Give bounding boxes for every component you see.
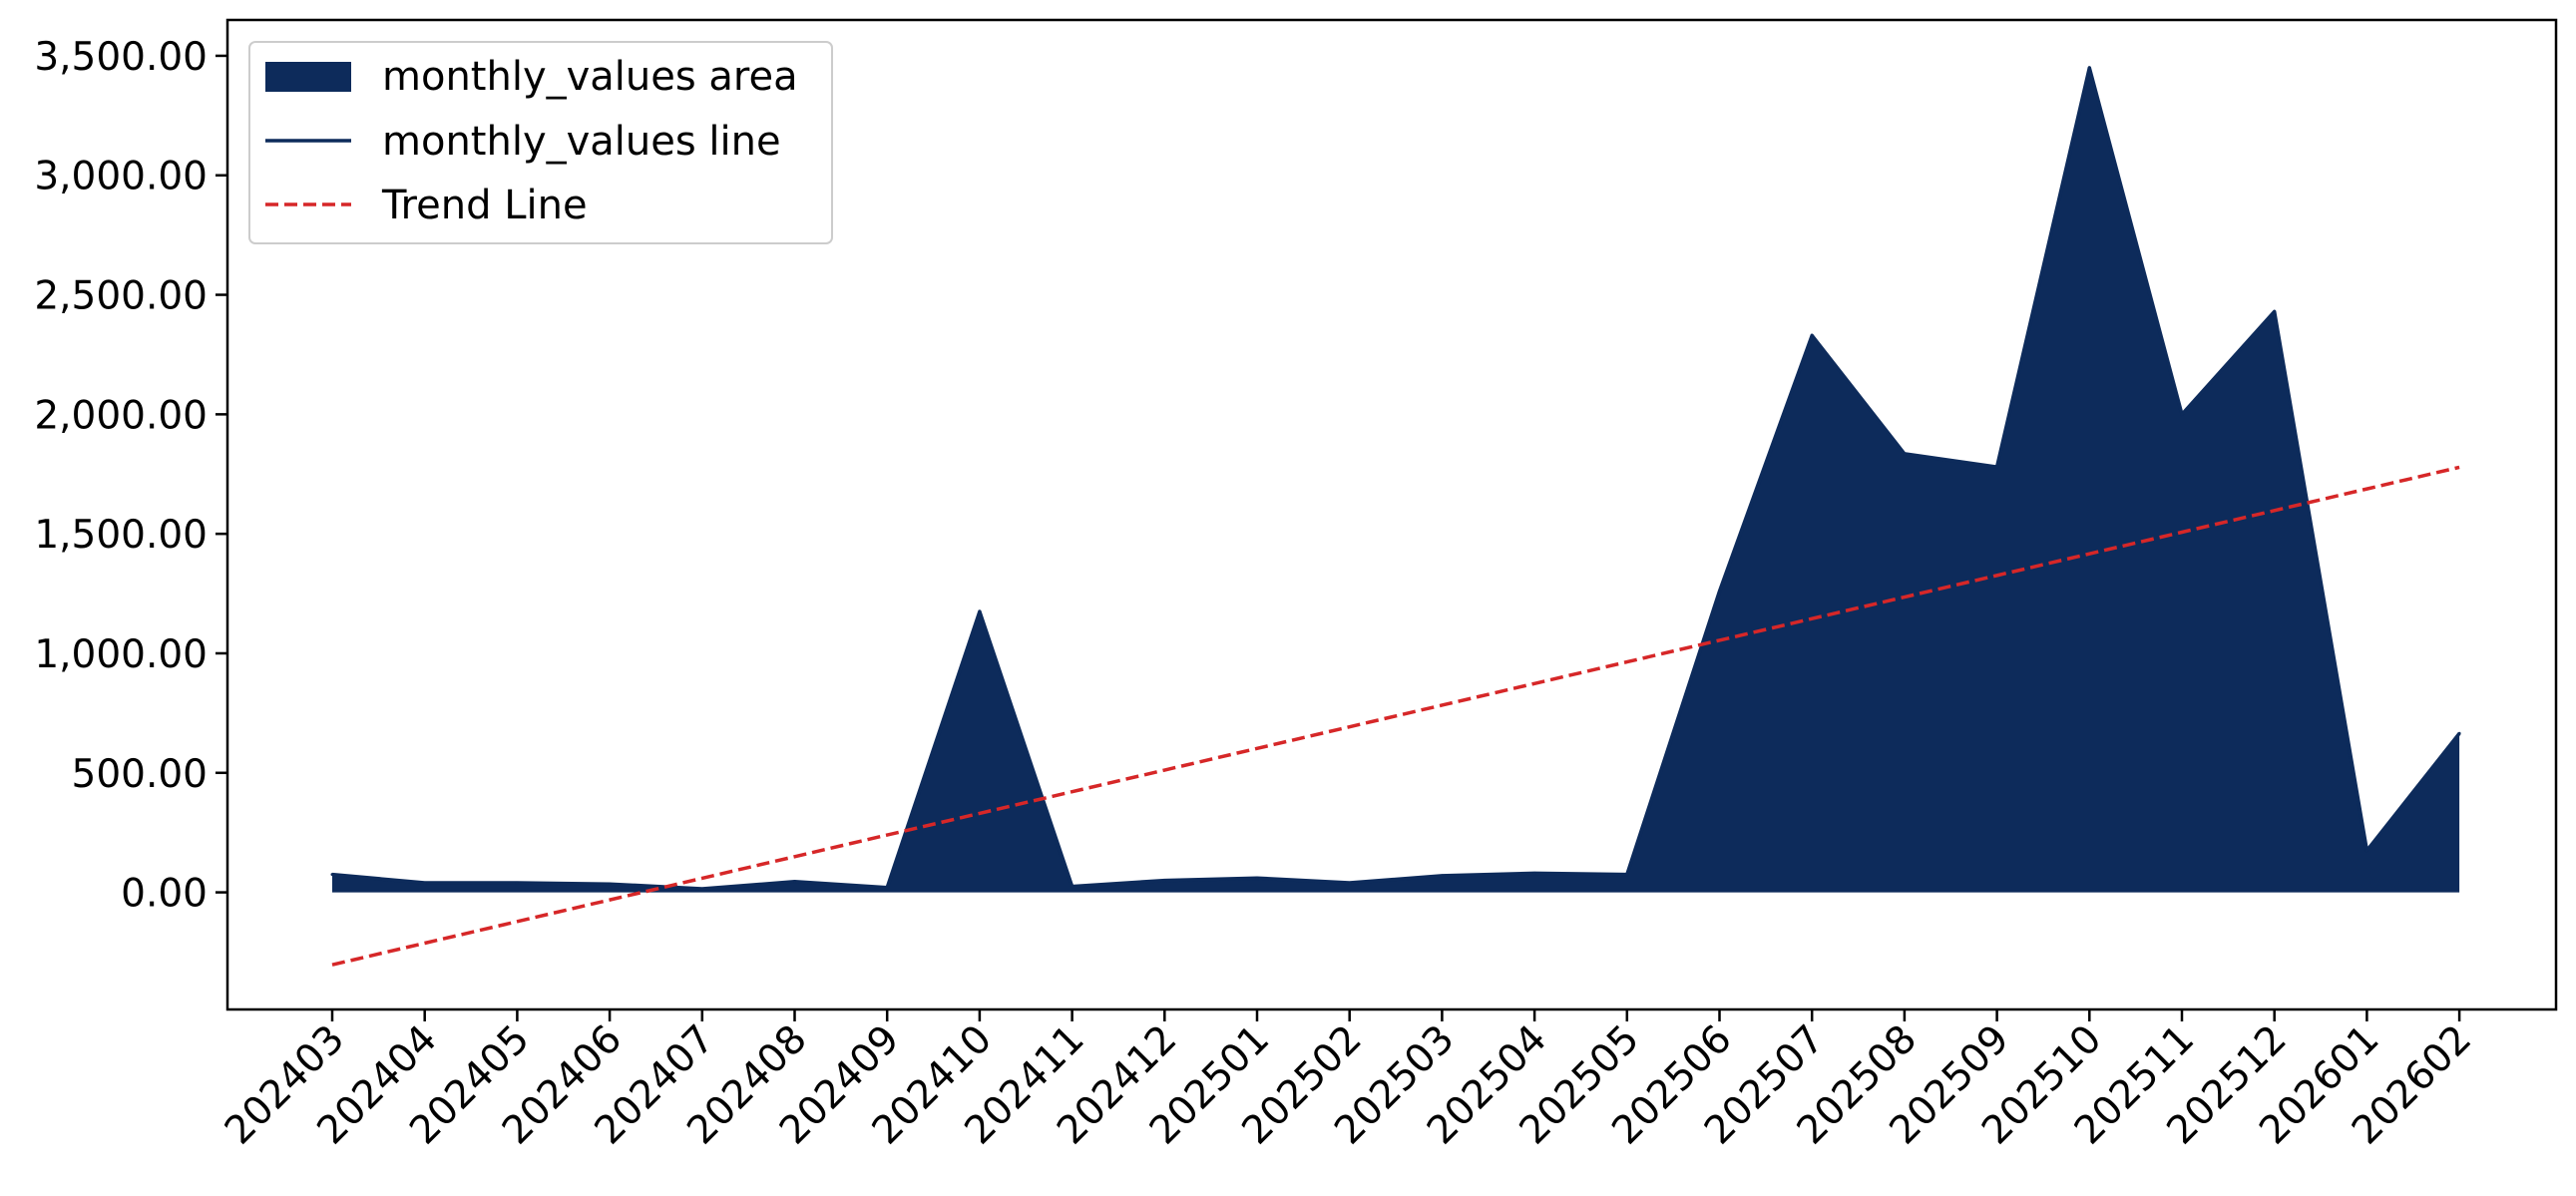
data-point [1162, 879, 1166, 883]
trend-line [331, 465, 2460, 967]
trend-series [331, 465, 2460, 967]
data-point [1810, 333, 1814, 337]
data-point [885, 886, 889, 890]
data-point [1348, 881, 1352, 885]
y-tick-label: 2,000.00 [34, 393, 208, 438]
legend-box [248, 41, 833, 244]
plot-frame [225, 18, 2558, 1011]
data-point [1071, 885, 1074, 889]
legend: monthly_values area monthly_values line … [248, 41, 833, 244]
data-point [515, 881, 519, 885]
data-point [608, 882, 612, 886]
y-axis: 0.00 500.00 1,000.00 1,500.00 2,000.00 2,500.… [34, 35, 227, 917]
y-tick-label: 3,500.00 [34, 35, 208, 80]
legend-label-trend: Trend Line [381, 183, 588, 228]
data-point [1718, 590, 1721, 594]
y-tick-label: 0.00 [121, 872, 208, 917]
data-point [793, 880, 796, 884]
data-point [1625, 873, 1629, 877]
area-fill [332, 67, 2460, 893]
legend-label-line: monthly_values line [382, 119, 781, 165]
y-tick-label: 2,500.00 [34, 274, 208, 319]
data-point [330, 873, 334, 877]
area-series [332, 67, 2460, 893]
legend-area-swatch [265, 62, 351, 92]
data-point [978, 609, 982, 613]
data-point [2180, 412, 2184, 416]
y-tick-label: 1,500.00 [34, 513, 208, 558]
y-tick-label: 1,000.00 [34, 632, 208, 677]
series-line [331, 66, 2461, 891]
data-point [1995, 465, 1999, 469]
data-point [1903, 452, 1907, 456]
data-point [1532, 871, 1536, 875]
data-point [700, 887, 704, 891]
data-point [1255, 876, 1259, 880]
x-axis: 2024032024042024052024062024072024082024… [216, 1009, 2480, 1153]
data-point [2457, 731, 2461, 735]
data-point [2364, 849, 2368, 853]
line-series [330, 66, 2461, 891]
y-tick-label: 3,000.00 [34, 155, 208, 199]
data-point [1440, 874, 1444, 878]
data-point [2087, 66, 2091, 70]
data-point [423, 881, 427, 885]
y-tick-label: 500.00 [72, 752, 208, 797]
data-point [2273, 309, 2277, 313]
legend-label-area: monthly_values area [382, 54, 798, 100]
